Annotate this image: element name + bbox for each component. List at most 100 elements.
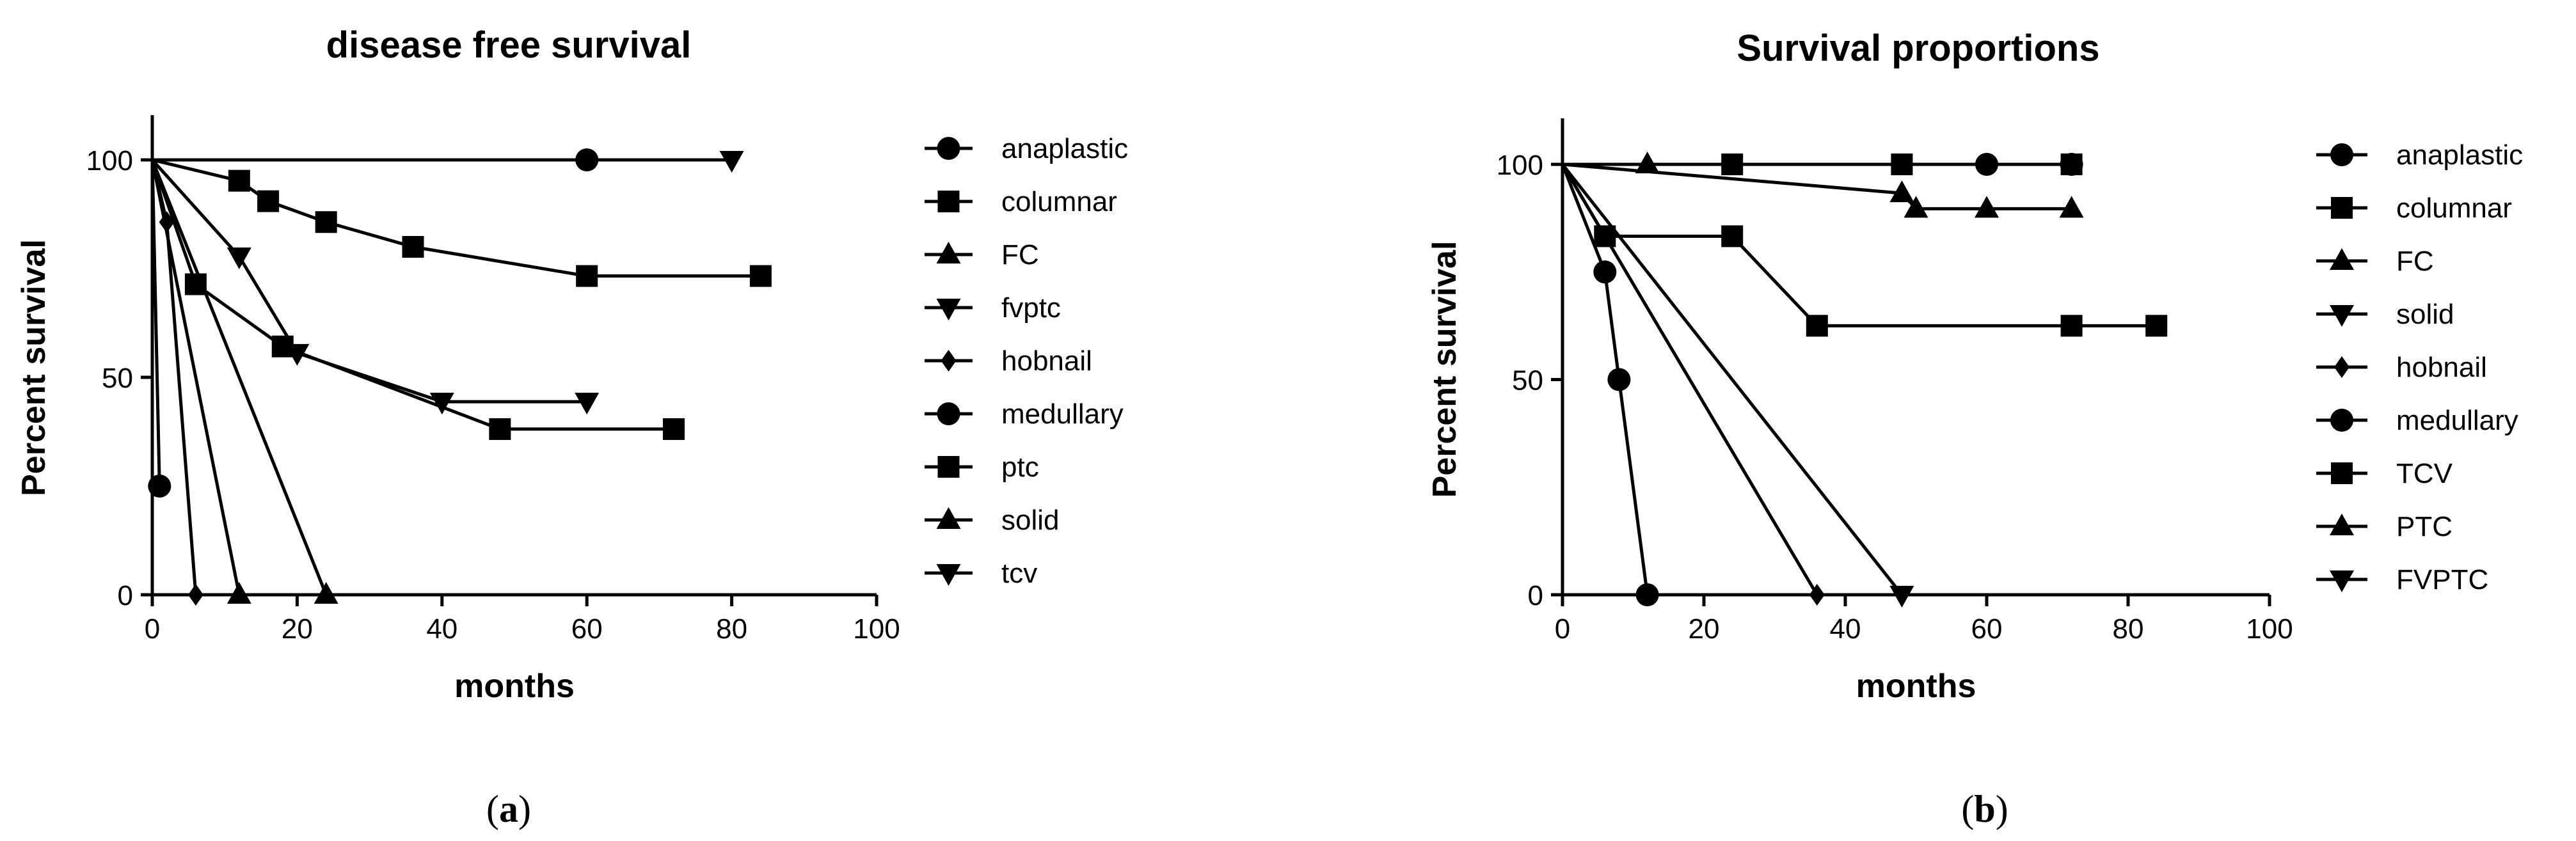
data-point — [749, 265, 772, 287]
legend-marker — [936, 564, 961, 586]
legend-item: PTC — [2316, 511, 2453, 542]
data-point — [1889, 180, 1914, 203]
legend-label: medullary — [1001, 398, 1124, 430]
data-point — [1593, 260, 1617, 284]
y-tick-label: 100 — [86, 145, 133, 177]
legend-label: tcv — [1001, 558, 1037, 589]
chart-title: disease free survival — [326, 24, 692, 66]
data-point — [228, 169, 250, 192]
x-tick-label: 0 — [1555, 613, 1570, 645]
series-line — [150, 159, 674, 431]
legend-item: hobnail — [2316, 352, 2487, 383]
x-tick-label: 40 — [1830, 613, 1861, 645]
data-point — [1904, 196, 1928, 218]
axes — [1561, 118, 2270, 597]
data-point — [2060, 315, 2083, 337]
series-hobnail — [150, 159, 203, 606]
legend-item: anaplastic — [2316, 139, 2523, 171]
x-tick-label: 60 — [571, 613, 603, 645]
series-anaplastic — [148, 159, 171, 498]
legend-marker — [2330, 248, 2354, 270]
series-hobnail — [1561, 163, 1825, 606]
chart-panel-a: disease free survival 0 20 40 60 80 100 0 50 100 m… — [15, 24, 1128, 830]
legend-marker — [2330, 409, 2353, 432]
x-tick-label: 60 — [1971, 613, 2003, 645]
legend-marker — [2330, 570, 2354, 592]
panel-letter: b — [1974, 788, 1995, 830]
data-point — [1721, 225, 1744, 248]
legend-item: medullary — [925, 398, 1124, 430]
axes — [150, 115, 877, 597]
legend-marker — [937, 137, 960, 160]
panel-letter: a — [499, 788, 518, 830]
data-point — [2060, 153, 2083, 175]
series-tcv — [152, 151, 744, 173]
x-tick-label: 100 — [853, 613, 900, 645]
data-point — [187, 584, 203, 606]
legend-item: hobnail — [925, 345, 1092, 377]
x-tick-label: 20 — [282, 613, 313, 645]
data-point — [314, 582, 338, 604]
legend-label: solid — [2396, 299, 2454, 330]
series-line — [1561, 164, 1650, 595]
legend-marker — [936, 242, 961, 263]
x-tick-label: 20 — [1689, 613, 1720, 645]
y-tick-label: 100 — [1497, 150, 1543, 181]
legend-label: medullary — [2396, 405, 2518, 436]
chart-title: Survival proportions — [1737, 28, 2099, 69]
legend-item: medullary — [2316, 405, 2518, 436]
legend-label: hobnail — [2396, 352, 2487, 383]
data-point — [148, 475, 171, 498]
legend-label: hobnail — [1001, 345, 1092, 377]
legend-marker — [937, 456, 960, 478]
series-line — [150, 159, 328, 595]
series-fvptc — [151, 159, 600, 415]
x-tick-label: 0 — [145, 613, 160, 645]
data-point — [227, 247, 251, 269]
data-point — [1809, 584, 1825, 606]
legend-label: TCV — [2396, 458, 2453, 489]
legend-marker — [936, 299, 961, 320]
legend-label: ptc — [1001, 452, 1039, 483]
data-point — [575, 393, 600, 415]
y-axis-label: Percent survival — [1426, 241, 1463, 498]
data-point — [1806, 315, 1828, 337]
data-point — [315, 211, 337, 233]
data-point — [576, 265, 598, 287]
legend-label: fvptc — [1001, 292, 1061, 324]
data-point — [285, 343, 310, 366]
legend-item: solid — [2316, 299, 2454, 330]
data-point — [1721, 153, 1744, 175]
x-tick-label: 80 — [716, 613, 747, 645]
legend-item: columnar — [925, 186, 1117, 217]
data-point — [159, 211, 175, 233]
series-ptc — [152, 158, 772, 287]
legend-item: tcv — [925, 558, 1037, 589]
series-anaplastic — [1561, 164, 1659, 606]
data-point — [227, 582, 251, 604]
x-axis-label: months — [1856, 668, 1976, 705]
series-tcv — [1562, 153, 2083, 175]
data-point — [719, 151, 744, 173]
chart-panel-b: Survival proportions 0 20 40 60 80 100 0 50 100 mo… — [1426, 28, 2523, 830]
legend-label: columnar — [1001, 186, 1117, 217]
legend-marker — [2331, 197, 2353, 219]
data-point — [257, 190, 280, 212]
y-tick-label: 0 — [118, 580, 133, 611]
legend-marker — [937, 402, 960, 425]
y-tick-label: 0 — [1528, 580, 1543, 611]
legend-item: FVPTC — [2316, 564, 2488, 595]
legend-item: columnar — [2316, 193, 2512, 224]
x-tick-label: 40 — [426, 613, 457, 645]
y-tick-label: 50 — [1512, 365, 1543, 397]
x-tick-label: 80 — [2113, 613, 2144, 645]
legend-marker — [2334, 356, 2349, 378]
legend-marker — [937, 191, 960, 212]
legend-label: anaplastic — [2396, 139, 2523, 171]
legend-label: PTC — [2396, 511, 2453, 542]
data-point — [663, 418, 685, 440]
x-axis-label: months — [454, 668, 575, 705]
data-point — [1891, 153, 1913, 175]
legend-item: solid — [925, 505, 1060, 536]
